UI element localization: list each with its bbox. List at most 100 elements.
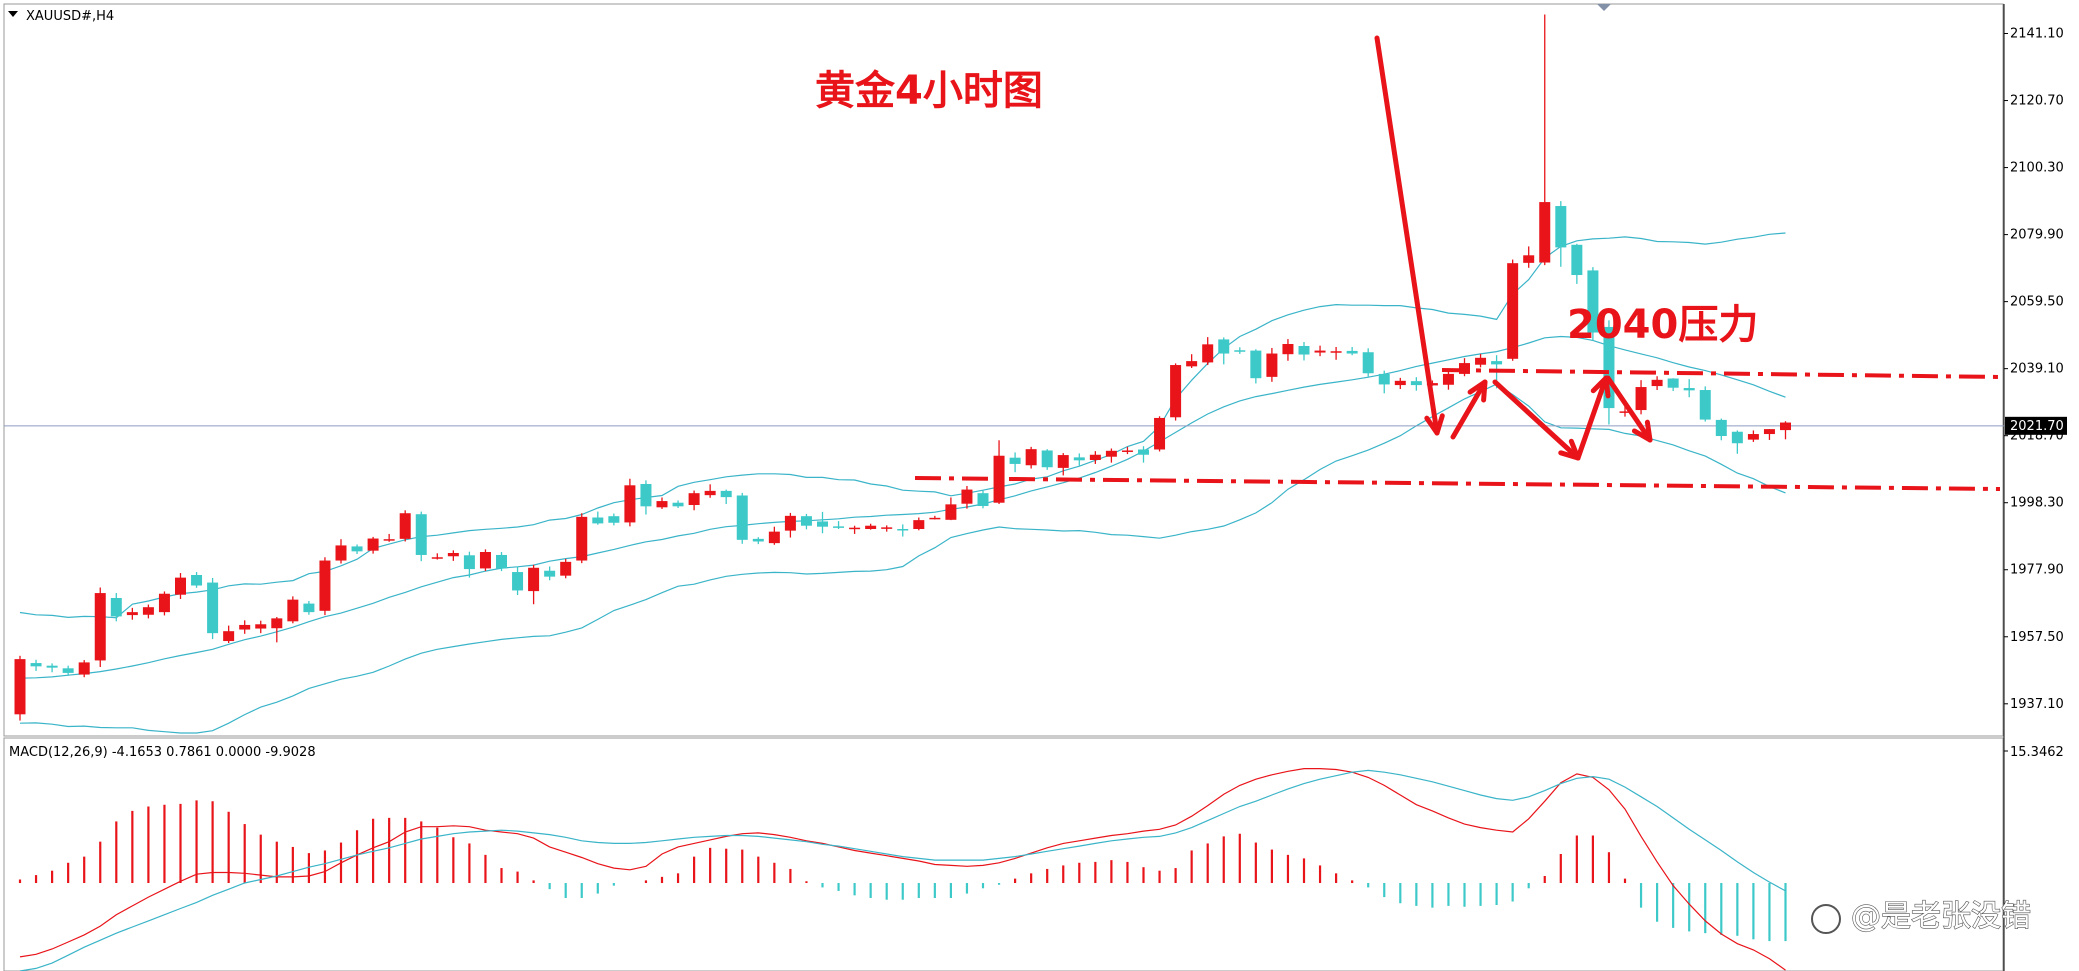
candle (1539, 14, 1551, 266)
projection-arrow-head (1631, 419, 1653, 443)
candle (1507, 259, 1519, 361)
candle-body (1555, 206, 1567, 248)
candle (158, 591, 170, 616)
candle (897, 524, 909, 537)
price-axis: 2141.10 2120.70 2100.30 2079.90 2059.50 2039.… (2004, 27, 2067, 712)
candle-body (1523, 255, 1535, 263)
candle (287, 596, 299, 624)
candle-body (752, 538, 764, 542)
bollinger-middle-band (19, 335, 1786, 679)
candle (768, 526, 780, 545)
candle (640, 480, 652, 515)
chart-shift-marker-icon[interactable] (1597, 4, 1611, 11)
candle-body (1186, 361, 1198, 367)
candle (335, 539, 347, 564)
candle (14, 655, 26, 721)
candle-body (704, 490, 716, 496)
candle (415, 511, 427, 562)
price-axis-label: 1977.90 (2010, 563, 2064, 578)
current-price-tag (2005, 416, 2067, 435)
candle (191, 572, 203, 588)
price-axis-label: 2100.30 (2010, 161, 2064, 176)
candle (1250, 349, 1262, 384)
price-plot-area (4, 14, 2004, 734)
candle (1346, 346, 1358, 356)
candle-body (239, 624, 251, 630)
watermark-text: @是老张没错 (1851, 899, 2031, 934)
candle (961, 485, 973, 509)
candle-body (1154, 417, 1166, 450)
candle-body (14, 659, 26, 715)
candle-body (656, 501, 668, 508)
candle (383, 533, 395, 542)
rebound-arrow-head (1467, 379, 1488, 403)
candle (881, 525, 893, 532)
candle-body (94, 593, 106, 661)
candle-body (800, 516, 812, 526)
candle-body (849, 527, 861, 530)
candle-body (1491, 361, 1503, 365)
candle (1780, 421, 1791, 440)
candle (1731, 430, 1743, 454)
candle (1154, 416, 1166, 452)
candle-body (1651, 379, 1663, 387)
candle (1635, 380, 1647, 415)
candle-body (1009, 457, 1021, 464)
chart-menu-triangle-icon[interactable] (8, 11, 18, 17)
candle-body (1507, 263, 1519, 359)
candle (271, 617, 283, 643)
candle (576, 513, 588, 564)
candle-body (1121, 450, 1133, 452)
candle-body (1683, 388, 1695, 391)
candle-body (1731, 431, 1743, 444)
candle (1394, 377, 1406, 390)
candle (929, 515, 941, 520)
candle (720, 489, 732, 505)
price-axis-label: 2120.70 (2010, 94, 2064, 109)
candle-body (1218, 339, 1230, 354)
candle-body (479, 552, 491, 569)
price-axis-label: 1998.30 (2010, 496, 2064, 511)
resistance-label-annotation: 2040压力 (1567, 302, 1758, 348)
pullback-arrow (1492, 379, 1581, 461)
candle-body (1667, 378, 1679, 388)
candle-body (1475, 357, 1487, 365)
candle-body (1362, 352, 1374, 374)
candle-body (544, 570, 556, 577)
macd-top-value-label: 15.3462 (2010, 745, 2064, 760)
candle-body (1073, 457, 1085, 461)
chart-title-annotation: 黄金4小时图 (815, 68, 1043, 114)
candle (800, 513, 812, 530)
macd-indicator-label: MACD(12,26,9) -4.1653 0.7861 0.0000 -9.9… (9, 745, 316, 760)
candle-body (1105, 450, 1117, 457)
candle-body (512, 572, 524, 591)
candle (977, 490, 989, 509)
candle (94, 587, 106, 667)
candle-body (1587, 270, 1599, 333)
candle (463, 551, 475, 578)
candle (496, 552, 507, 572)
candle (1073, 453, 1085, 466)
candle-body (207, 582, 219, 634)
drop-arrow-head (1424, 413, 1445, 436)
candle (560, 558, 572, 579)
watermark: @是老张没错 (1811, 898, 2032, 935)
candle-body (1298, 345, 1310, 355)
macd-plot-area (18, 767, 1787, 971)
candle-body (576, 516, 588, 561)
bollinger-lower-band (19, 383, 1786, 734)
candle (255, 620, 267, 634)
candle (1651, 376, 1663, 391)
candle-body (223, 631, 235, 642)
candle (1138, 446, 1149, 463)
candle-body (624, 485, 636, 523)
candle-body (736, 495, 748, 540)
candle (544, 566, 556, 581)
candle (367, 536, 379, 554)
candle (30, 659, 42, 671)
candle-body (383, 539, 395, 541)
candle-body (1763, 429, 1775, 435)
retest-arrow (1575, 375, 1609, 461)
candle-body (351, 546, 363, 552)
